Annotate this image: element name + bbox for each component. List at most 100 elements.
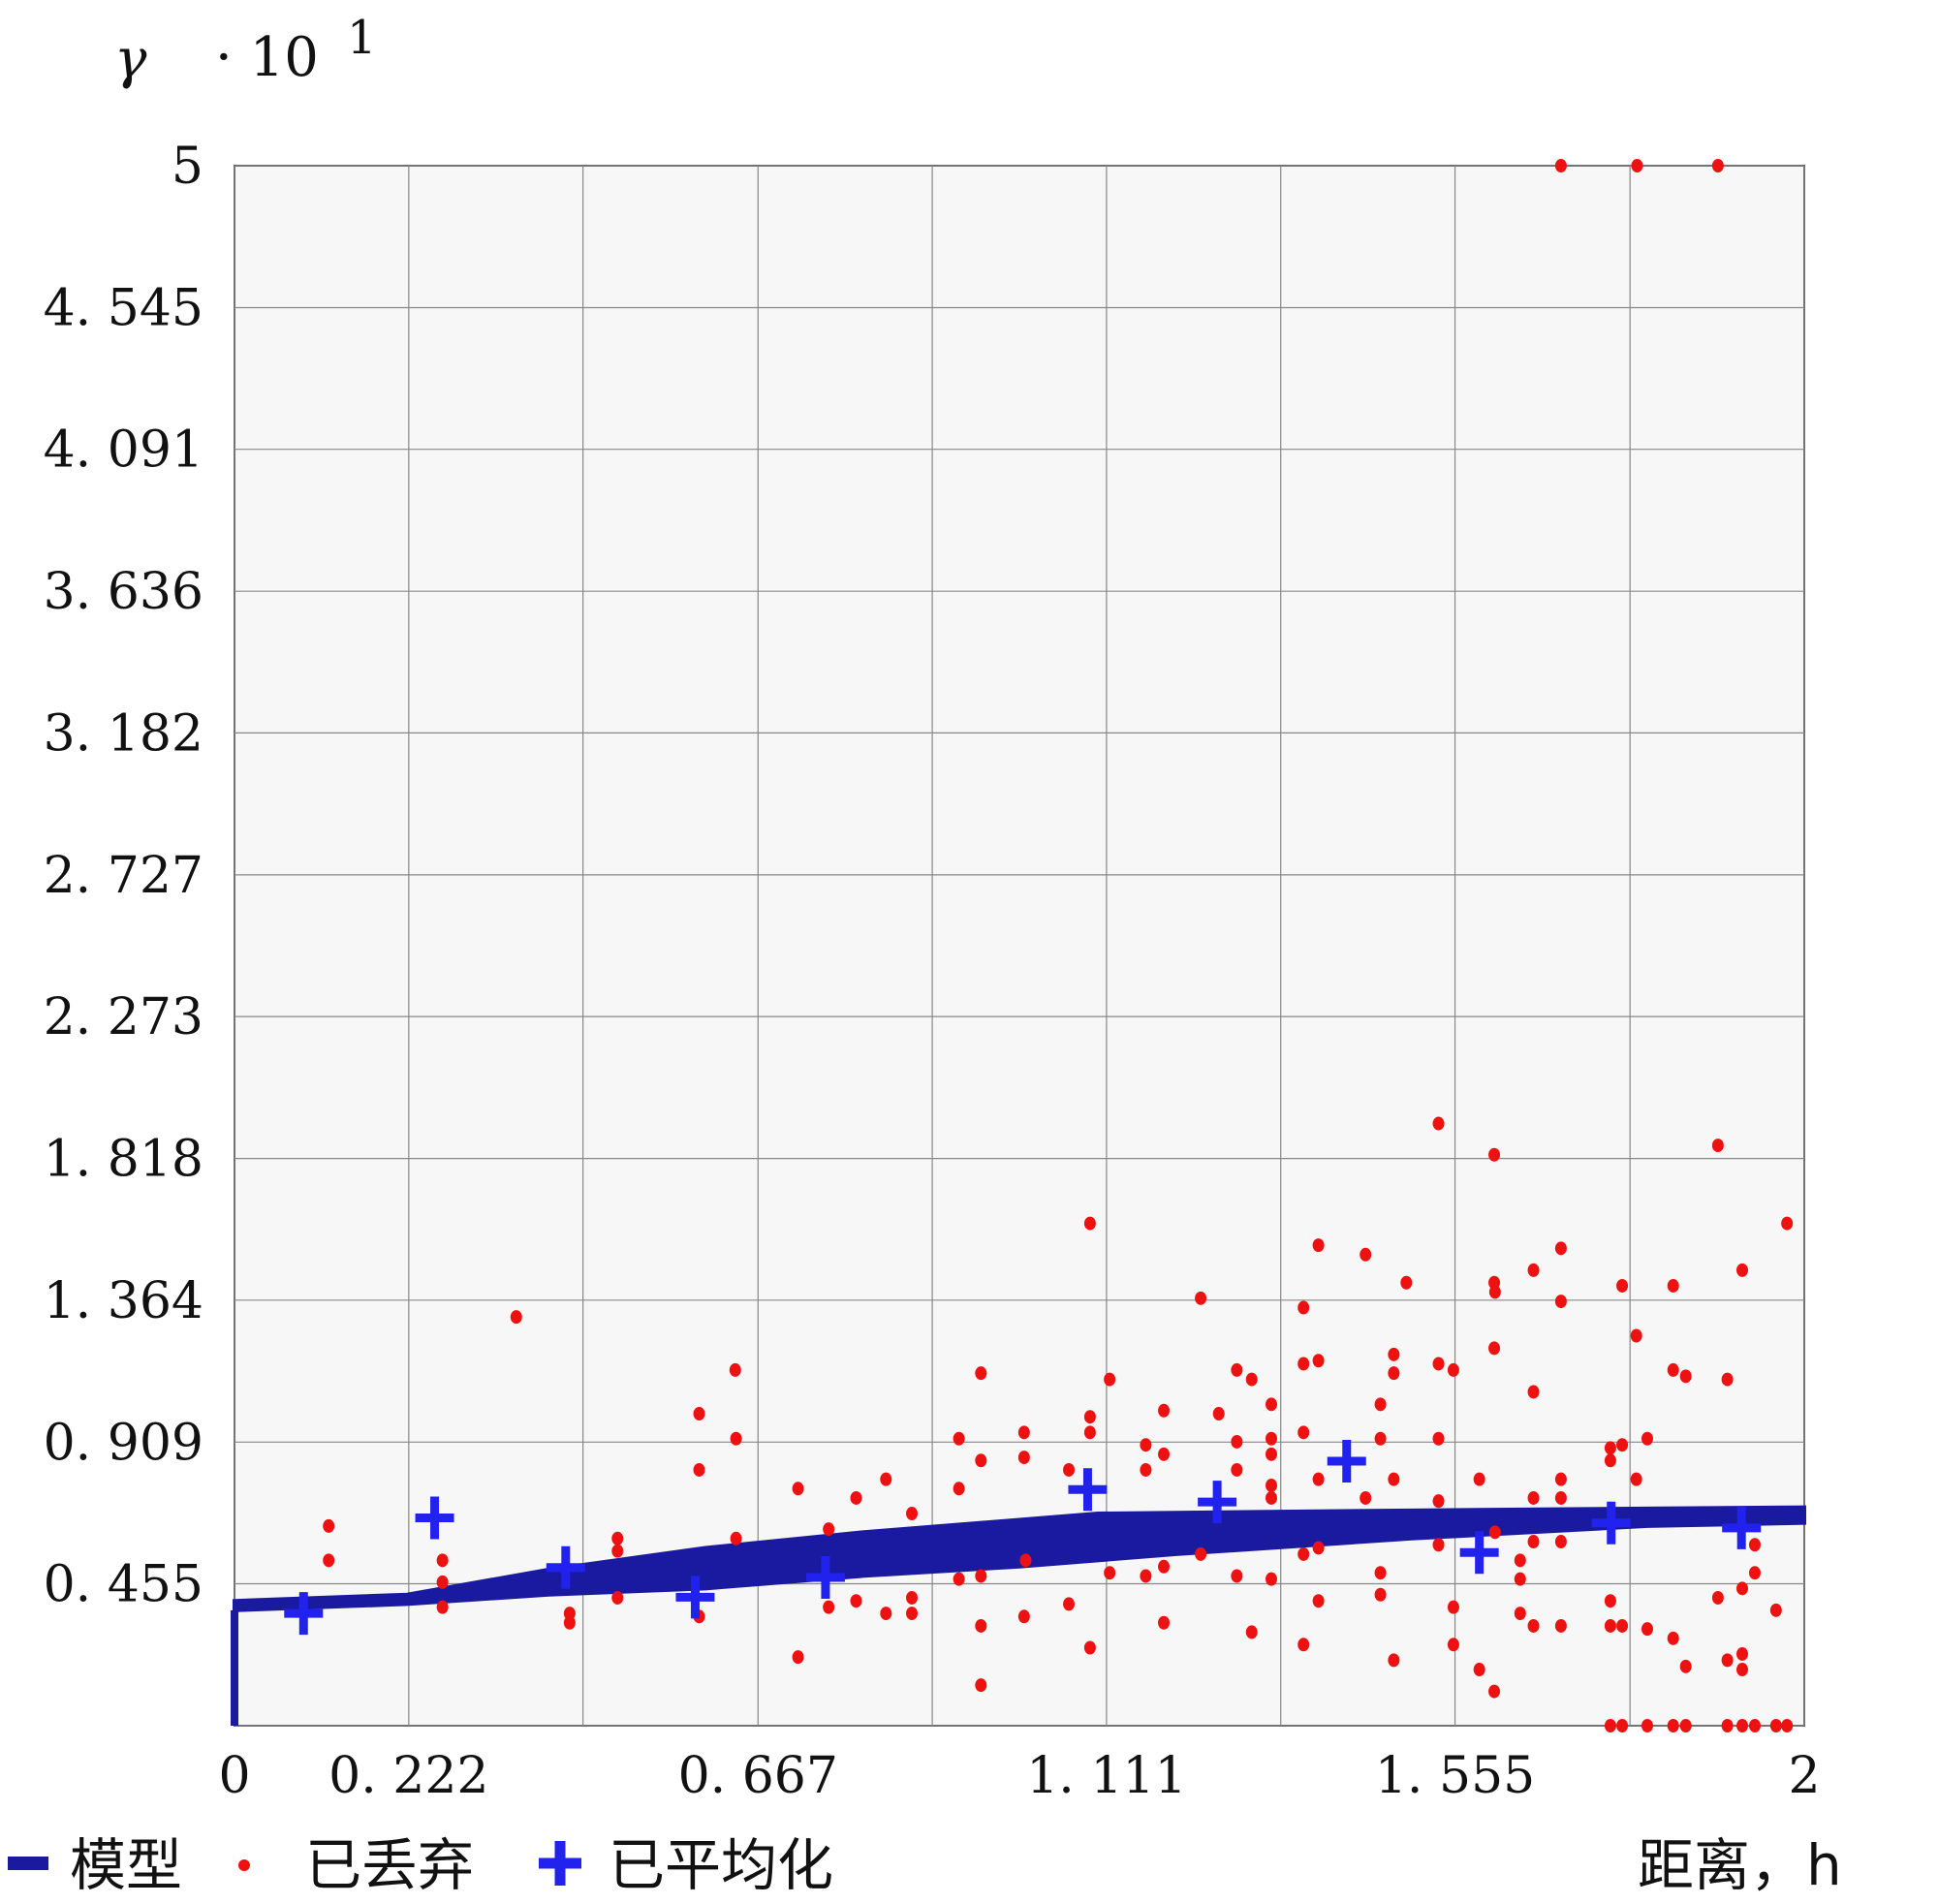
discarded-point	[1140, 1569, 1152, 1583]
discarded-point	[1667, 1278, 1679, 1293]
discarded-point	[729, 1362, 741, 1377]
discarded-point	[1711, 1590, 1724, 1605]
discarded-point	[436, 1600, 449, 1614]
y-tick-label: 5	[172, 138, 203, 196]
y-tick-label: 4. 545	[44, 280, 203, 338]
discarded-point	[1679, 1719, 1692, 1732]
discarded-point	[1195, 1291, 1207, 1305]
discarded-point	[730, 1431, 742, 1446]
discarded-point	[1488, 1147, 1501, 1162]
discarded-point	[1266, 1479, 1278, 1493]
discarded-point	[1736, 1719, 1749, 1732]
discarded-point	[1554, 1295, 1567, 1309]
averaged-point	[284, 1592, 324, 1636]
discarded-point	[1297, 1546, 1310, 1561]
discarded-point	[1736, 1581, 1749, 1596]
y-tick-labels: 0. 455 0. 909 1. 364 1. 818 2. 273 2. 727 3. 1…	[44, 138, 203, 1613]
discarded-point	[975, 1366, 987, 1381]
discarded-point	[1527, 1618, 1540, 1633]
discarded-point	[1781, 1216, 1794, 1231]
x-tick-label: 0. 222	[328, 1747, 488, 1805]
discarded-point	[1736, 1663, 1749, 1677]
discarded-point	[1527, 1385, 1540, 1399]
legend-model-swatch	[8, 1857, 48, 1870]
discarded-point	[1667, 1362, 1679, 1377]
x-tick-label: 0. 667	[678, 1747, 838, 1805]
discarded-point	[1140, 1438, 1152, 1452]
discarded-point	[1641, 1622, 1653, 1637]
discarded-point	[1641, 1719, 1653, 1732]
discarded-point	[611, 1544, 624, 1558]
discarded-point	[1432, 1538, 1445, 1552]
discarded-point	[1297, 1425, 1310, 1440]
discarded-point	[1616, 1618, 1629, 1633]
discarded-point	[1447, 1638, 1459, 1652]
discarded-point	[1748, 1719, 1761, 1732]
discarded-point	[850, 1594, 862, 1608]
discarded-point	[1432, 1494, 1445, 1509]
averaged-point	[1198, 1481, 1237, 1524]
discarded-point	[880, 1607, 892, 1621]
discarded-point	[1721, 1719, 1734, 1732]
discarded-point	[1212, 1407, 1225, 1420]
discarded-point	[1245, 1625, 1258, 1639]
discarded-point	[1514, 1572, 1526, 1586]
legend: 模型 已丢弃 已平均化	[8, 1832, 833, 1898]
discarded-point	[1631, 159, 1643, 172]
discarded-point	[1083, 1216, 1096, 1231]
averaged-point	[1459, 1531, 1499, 1575]
discarded-point	[611, 1531, 624, 1545]
discarded-point	[1388, 1347, 1400, 1361]
discarded-point	[1195, 1546, 1207, 1561]
y-tick-label: 0. 455	[44, 1555, 203, 1613]
discarded-point	[1447, 1600, 1459, 1614]
discarded-point	[1297, 1638, 1310, 1652]
discarded-point	[1630, 1328, 1642, 1343]
averaged-point	[1327, 1439, 1366, 1483]
discarded-point	[1432, 1431, 1445, 1446]
discarded-point	[323, 1518, 335, 1533]
y-tick-label: 3. 636	[44, 563, 203, 621]
discarded-point	[1748, 1566, 1761, 1580]
discarded-point	[975, 1678, 987, 1693]
discarded-point	[792, 1482, 804, 1496]
discarded-point	[953, 1572, 965, 1586]
averaged-point	[546, 1545, 585, 1589]
discarded-point	[1231, 1434, 1243, 1449]
discarded-point	[1312, 1472, 1325, 1486]
discarded-point	[1769, 1603, 1782, 1617]
discarded-point	[1374, 1566, 1387, 1580]
legend-averaged-label: 已平均化	[609, 1832, 833, 1898]
discarded-point	[1374, 1587, 1387, 1602]
y-tick-label: 2. 273	[44, 988, 203, 1046]
discarded-point	[1063, 1597, 1076, 1611]
discarded-point	[1312, 1594, 1325, 1608]
discarded-point	[1083, 1410, 1096, 1424]
discarded-point	[1488, 1341, 1501, 1356]
x-tick-label: 0	[218, 1747, 250, 1805]
discarded-point	[1017, 1425, 1030, 1440]
plot-area	[234, 165, 1805, 1727]
discarded-point	[1473, 1472, 1485, 1486]
discarded-point	[1432, 1116, 1445, 1131]
discarded-point	[1231, 1462, 1243, 1477]
discarded-point	[1604, 1618, 1616, 1633]
discarded-point	[1721, 1372, 1734, 1387]
y-tick-label: 1. 818	[44, 1131, 203, 1189]
discarded-point	[906, 1607, 919, 1621]
discarded-point	[880, 1472, 892, 1486]
averaged-point	[1068, 1468, 1108, 1512]
discarded-point	[1140, 1462, 1152, 1477]
discarded-point	[1554, 1241, 1567, 1256]
discarded-point	[1604, 1594, 1616, 1608]
discarded-point	[611, 1590, 624, 1605]
discarded-point	[693, 1462, 705, 1477]
x-tick-labels: 0 0. 222 0. 667 1. 111 1. 555 2	[218, 1747, 1820, 1805]
discarded-point	[1711, 1139, 1724, 1153]
averaged-point	[675, 1576, 715, 1619]
discarded-point	[1360, 1490, 1372, 1505]
averaged-point	[1591, 1501, 1631, 1545]
discarded-point	[1667, 1631, 1679, 1645]
discarded-point	[323, 1553, 335, 1568]
discarded-point	[1017, 1451, 1030, 1465]
